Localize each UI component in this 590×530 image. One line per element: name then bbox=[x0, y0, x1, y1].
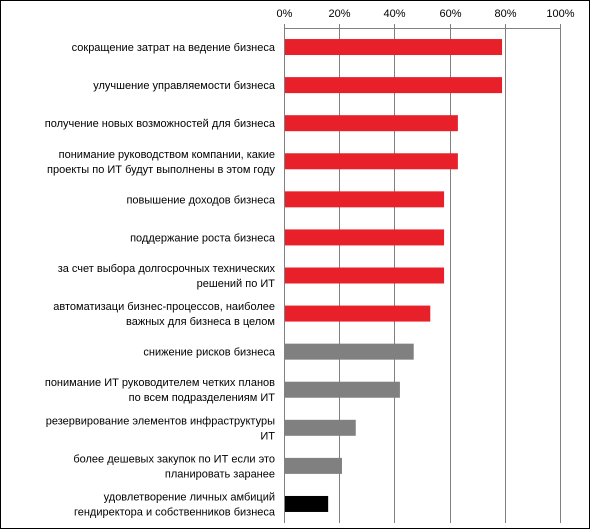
bar bbox=[285, 305, 431, 322]
bar bbox=[285, 267, 445, 284]
x-tick-label: 20% bbox=[328, 8, 350, 20]
x-tick-label: 0% bbox=[277, 8, 293, 20]
x-tick-label: 100% bbox=[546, 8, 574, 20]
category-label: получение новых возможностей для бизнеса bbox=[45, 118, 276, 130]
category-label: резервирование элементов инфраструктуры bbox=[46, 415, 275, 427]
category-label: понимание руководством компании, какие bbox=[59, 149, 275, 161]
category-label: улучшение управляемости бизнеса bbox=[93, 80, 276, 92]
bar bbox=[285, 153, 458, 170]
bar bbox=[285, 495, 329, 512]
category-label: по всем подразделениям ИТ bbox=[129, 392, 276, 404]
x-axis-ticks: 0% 20% 40% 60% 80% 100% bbox=[277, 8, 575, 29]
category-label: повышение доходов бизнеса bbox=[126, 194, 275, 206]
bar bbox=[285, 77, 503, 94]
bar bbox=[285, 191, 445, 208]
bar bbox=[285, 115, 458, 132]
category-label: удовлетворение личных амбиций bbox=[104, 491, 275, 503]
bar bbox=[285, 39, 503, 56]
bar bbox=[285, 419, 356, 436]
category-label: важных для бизнеса в целом bbox=[126, 316, 275, 328]
bars bbox=[285, 39, 503, 512]
category-label: решений по ИТ bbox=[197, 278, 276, 290]
bar bbox=[285, 457, 342, 474]
category-label: сокращение затрат на ведение бизнеса bbox=[72, 42, 276, 54]
category-label: автоматизаци бизнес-процессов, наиболее bbox=[53, 301, 275, 313]
category-label: гендиректора и собственников бизнеса bbox=[74, 506, 276, 518]
category-label: за счет выбора долгосрочных технических bbox=[58, 263, 276, 275]
category-label: понимание ИТ руководителем четких планов bbox=[45, 377, 275, 389]
category-label: более дешевых закупок по ИТ если это bbox=[73, 453, 275, 465]
category-label: снижение рисков бизнеса bbox=[143, 347, 275, 359]
bar bbox=[285, 229, 445, 246]
category-label: проекты по ИТ будут выполнены в этом год… bbox=[47, 164, 275, 176]
category-labels: сокращение затрат на ведение бизнеса улуч… bbox=[45, 42, 276, 518]
x-tick-label: 80% bbox=[494, 8, 516, 20]
category-label: поддержание роста бизнеса bbox=[130, 232, 276, 244]
category-label: планировать заранее bbox=[165, 468, 275, 480]
x-tick-label: 40% bbox=[383, 8, 405, 20]
category-label: ИТ bbox=[260, 430, 275, 442]
bar bbox=[285, 381, 400, 398]
bar bbox=[285, 343, 414, 360]
x-tick-label: 60% bbox=[439, 8, 461, 20]
